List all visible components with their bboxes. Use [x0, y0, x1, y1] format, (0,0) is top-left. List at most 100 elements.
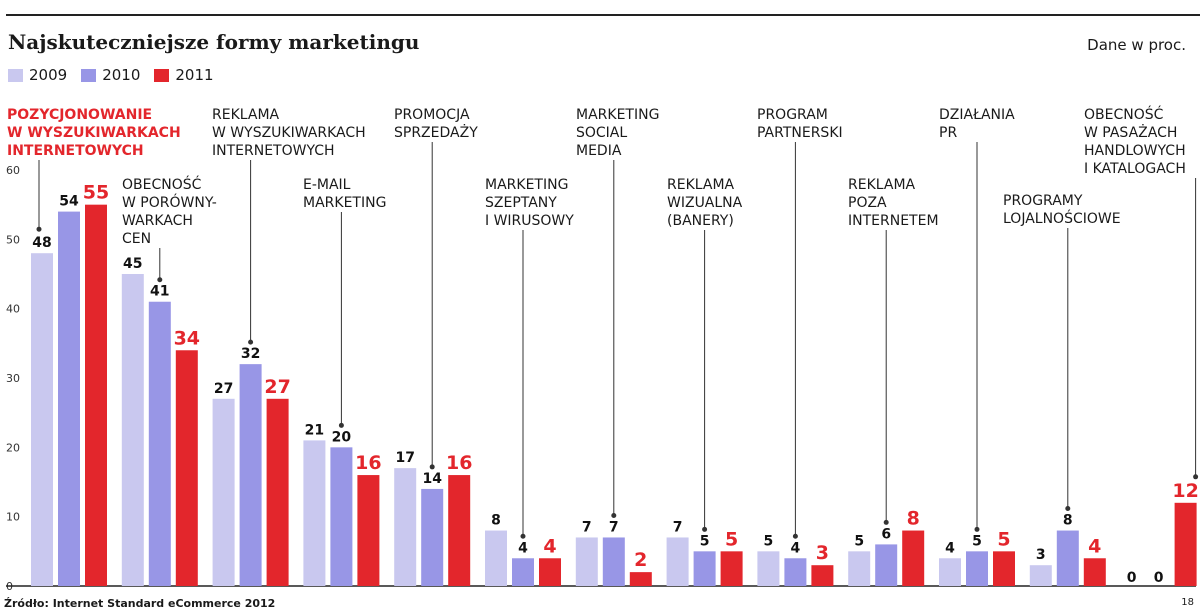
- category-label-line: W PORÓWNY-: [122, 193, 217, 211]
- value-label-2009: 4: [945, 540, 955, 556]
- bar-2010: [58, 211, 80, 586]
- value-label-2009: 7: [673, 519, 683, 535]
- value-label-2010: 8: [1063, 513, 1073, 529]
- bar-2009: [1029, 565, 1052, 586]
- leader-dot: [338, 422, 344, 428]
- value-label-2011: 4: [1088, 535, 1101, 557]
- category-label-line: LOJALNOŚCIOWE: [1003, 209, 1121, 227]
- category-label-line: REKLAMA: [667, 177, 735, 193]
- y-tick-label: 60: [6, 164, 20, 177]
- y-tick-label: 20: [6, 441, 20, 454]
- category-label-line: MEDIA: [576, 143, 622, 159]
- bar-2011: [902, 530, 925, 586]
- leader-dot: [883, 519, 889, 525]
- y-tick-label: 30: [6, 372, 20, 385]
- y-tick-label: 40: [6, 303, 20, 316]
- value-label-2010: 5: [700, 533, 710, 549]
- value-label-2010: 6: [881, 526, 891, 542]
- unit-label: Dane w proc.: [1087, 36, 1186, 54]
- value-label-2011: 4: [543, 535, 556, 557]
- value-label-2011: 55: [83, 182, 109, 204]
- leader-dot: [248, 339, 254, 345]
- bar-2009: [212, 398, 235, 586]
- category-label: DZIAŁANIA PR: [939, 107, 1015, 141]
- value-label-2010: 41: [150, 284, 169, 300]
- category-label-line: REKLAMA: [212, 107, 280, 123]
- category-label-line: MARKETING: [576, 107, 659, 123]
- value-label-2011: 27: [264, 376, 290, 398]
- bar-2009: [575, 537, 598, 586]
- bar-2011: [1083, 558, 1106, 586]
- value-label-2010: 4: [518, 540, 528, 556]
- category-label: POZYCJONOWANIE W WYSZUKIWARKACH INTERNETOW…: [7, 107, 181, 159]
- bar-2009: [848, 551, 871, 586]
- legend-swatch-2009: [8, 68, 23, 82]
- legend-label-2009: 2009: [29, 66, 68, 84]
- value-label-2010: 5: [972, 533, 982, 549]
- value-label-2010: 7: [609, 519, 619, 535]
- value-label-2011: 34: [174, 327, 200, 349]
- category-label-line: REKLAMA: [848, 177, 916, 193]
- legend-label-2010: 2010: [102, 66, 141, 84]
- category-label-line: PR: [939, 125, 957, 141]
- legend-swatch-2011: [154, 68, 170, 82]
- category-label: REKLAMA W WYSZUKIWARKACH INTERNETOWYCH: [212, 107, 366, 159]
- category-label-line: MARKETING: [485, 177, 568, 193]
- category-label-line: W WYSZUKIWARKACH: [7, 125, 181, 141]
- bar-2011: [720, 551, 743, 586]
- category-label: REKLAMA POZA INTERNETEM: [848, 177, 939, 229]
- category-label-line: CEN: [122, 231, 151, 247]
- leader-dot: [611, 512, 617, 518]
- bar-2010: [421, 488, 444, 586]
- category-label-line: SOCIAL: [576, 125, 627, 141]
- bar-2009: [121, 274, 144, 586]
- category-label: OBECNOŚĆ W PASAŻACH HANDLOWYCH I KATALOGACH: [1084, 105, 1186, 177]
- category-label-line: POZA: [848, 195, 887, 211]
- leader-dot: [157, 277, 163, 283]
- value-label-2009: 0: [1127, 570, 1137, 586]
- category-label-line: HANDLOWYCH: [1084, 143, 1186, 159]
- value-label-2010: 0: [1154, 570, 1164, 586]
- bar-2010: [512, 558, 534, 586]
- value-label-2009: 5: [764, 533, 774, 549]
- category-label: MARKETING SZEPTANY I WIRUSOWY: [485, 177, 574, 229]
- bar-2010: [693, 551, 716, 586]
- category-label: MARKETING SOCIAL MEDIA: [576, 107, 659, 159]
- value-label-2010: 54: [59, 194, 79, 210]
- category-label-line: POZYCJONOWANIE: [7, 107, 152, 123]
- bar-2011: [539, 558, 561, 586]
- y-tick-label: 10: [6, 511, 20, 524]
- value-label-2011: 5: [997, 528, 1010, 550]
- value-label-2009: 48: [32, 235, 51, 251]
- bar-2009: [666, 537, 689, 586]
- leader-dot: [520, 533, 526, 539]
- bar-2010: [239, 364, 262, 586]
- bar-2011: [811, 565, 834, 586]
- bar-2009: [757, 551, 780, 586]
- value-label-2009: 21: [305, 422, 324, 438]
- bar-2011: [448, 475, 471, 586]
- leader-dot: [792, 533, 798, 539]
- y-tick-label: 50: [6, 233, 20, 246]
- leader-dot: [429, 464, 435, 470]
- value-label-2009: 17: [395, 450, 414, 466]
- legend: 2009 2010 2011: [8, 66, 214, 84]
- value-label-2009: 8: [491, 513, 501, 529]
- value-label-2011: 8: [907, 508, 920, 530]
- bar-2010: [1056, 530, 1079, 586]
- legend-swatch-2010: [81, 68, 97, 82]
- category-label-line: WIZUALNA: [667, 195, 743, 211]
- category-label-line: I WIRUSOWY: [485, 213, 574, 229]
- value-label-2009: 7: [582, 519, 592, 535]
- bar-2011: [629, 572, 652, 586]
- category-label-line: W WYSZUKIWARKACH: [212, 125, 366, 141]
- category-label-line: PROGRAM: [757, 107, 828, 123]
- value-label-2010: 20: [332, 429, 352, 445]
- category-label: OBECNOŚĆ W PORÓWNY- WARKACH CEN: [122, 175, 217, 247]
- category-label-line: OBECNOŚĆ: [1084, 105, 1164, 123]
- bar-2009: [485, 530, 507, 586]
- bar-2010: [330, 447, 353, 586]
- value-label-2011: 2: [634, 549, 647, 571]
- category-label-line: PROMOCJA: [394, 107, 470, 123]
